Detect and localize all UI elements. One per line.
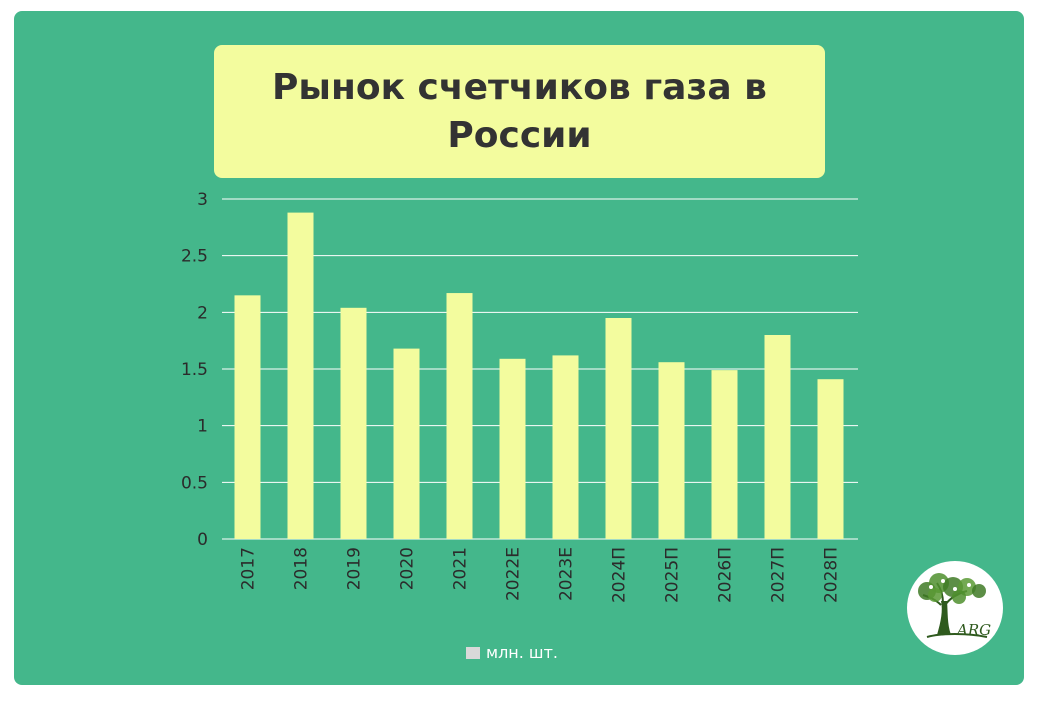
x-tick-label: 2021: [451, 547, 471, 590]
bar-2024П: [605, 318, 632, 539]
bar-2021: [446, 293, 473, 539]
y-tick-label: 2: [197, 303, 208, 323]
y-tick-label: 0: [197, 530, 208, 550]
x-tick-label: 2022Е: [504, 547, 524, 601]
x-tick-label: 2020: [398, 547, 418, 590]
x-tick-label: 2026П: [716, 547, 736, 603]
logo-text: ARG: [955, 621, 991, 639]
grid-lines: [222, 198, 858, 540]
bar-2026П: [711, 370, 738, 539]
bar-2018: [287, 212, 314, 539]
tree-icon: ARG: [918, 573, 991, 639]
bar-2017: [234, 295, 261, 539]
arg-logo: ARG: [907, 561, 1003, 655]
y-tick-label: 0.5: [181, 473, 208, 493]
title-box: Рынок счетчиков газа в России: [214, 45, 825, 178]
x-tick-label: 2025П: [663, 547, 683, 603]
y-tick-label: 2.5: [181, 247, 208, 267]
x-tick-label: 2019: [345, 547, 365, 590]
bar-2025П: [658, 362, 685, 539]
x-tick-label: 2027П: [769, 547, 789, 603]
legend-label: млн. шт.: [486, 643, 558, 662]
legend-swatch: [466, 646, 480, 659]
legend: млн. шт.: [466, 643, 558, 662]
bar-2022Е: [499, 358, 526, 539]
bar-2027П: [764, 335, 791, 539]
x-tick-label: 2018: [292, 547, 312, 590]
bars: [234, 212, 844, 539]
bar-2028П: [817, 379, 844, 539]
x-tick-label: 2028П: [822, 547, 842, 603]
bar-2020: [393, 348, 420, 539]
bar-2023Е: [552, 355, 579, 539]
x-tick-label: 2017: [239, 547, 259, 590]
x-tick-label: 2024П: [610, 547, 630, 603]
x-tick-label: 2023Е: [557, 547, 577, 601]
y-axis-ticks: 0 0.5 1 1.5 2 2.5 3: [181, 190, 208, 550]
chart-title: Рынок счетчиков газа в России: [272, 66, 767, 156]
y-tick-label: 1: [197, 417, 208, 437]
x-axis-ticks: 2017 2018 2019 2020 2021 2022Е 2023Е 2024П 2025П…: [239, 547, 842, 603]
bar-2019: [340, 307, 367, 539]
y-tick-label: 1.5: [181, 360, 208, 380]
y-tick-label: 3: [197, 190, 208, 210]
